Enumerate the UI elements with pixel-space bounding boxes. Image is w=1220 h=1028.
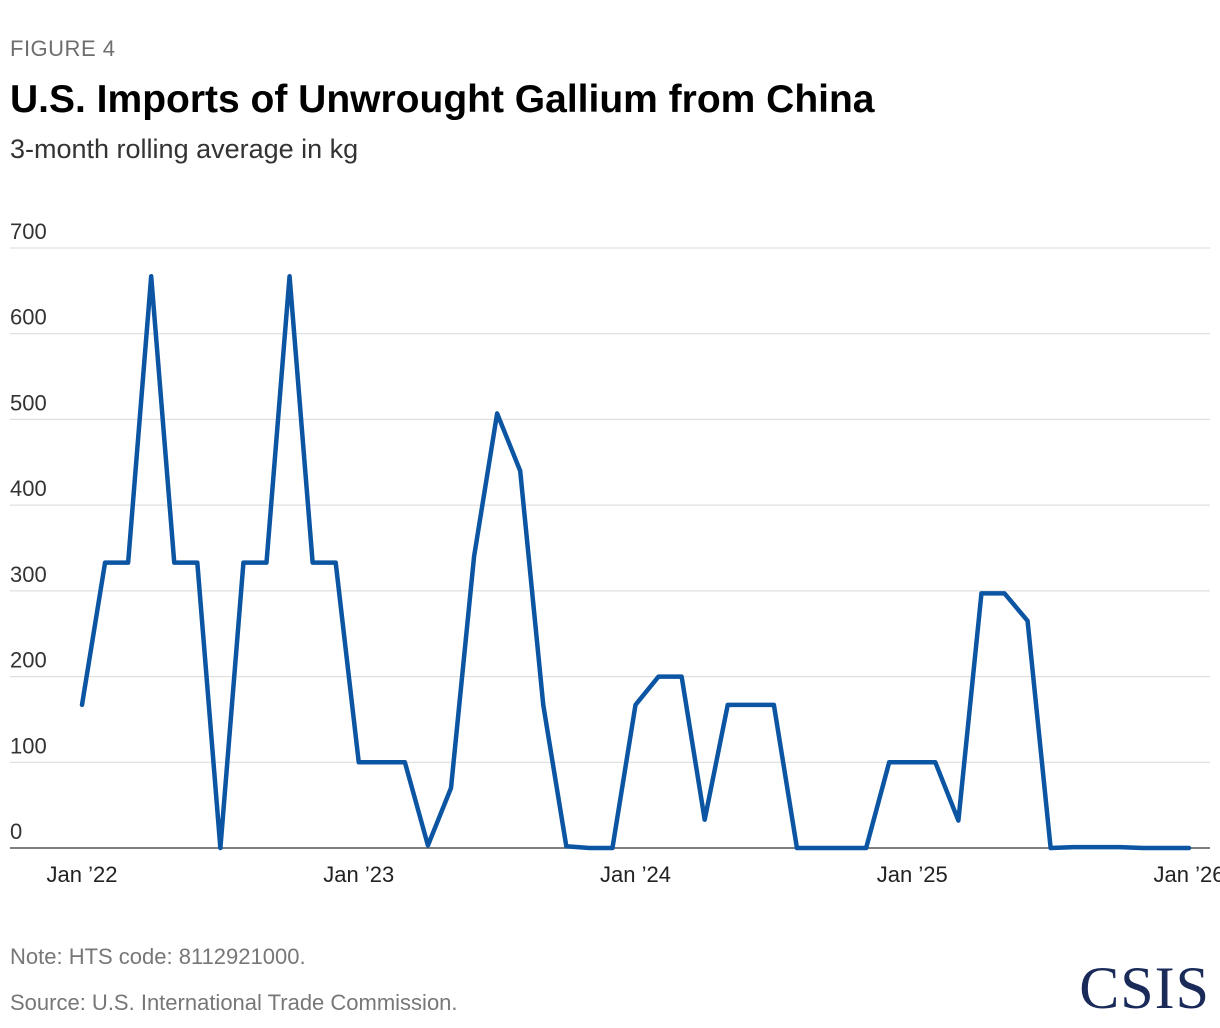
figure-label: FIGURE 4 bbox=[10, 36, 116, 61]
y-tick-label: 500 bbox=[10, 390, 47, 415]
series-line bbox=[79, 274, 1192, 851]
y-tick-label: 300 bbox=[10, 562, 47, 587]
chart-title: U.S. Imports of Unwrought Gallium from C… bbox=[10, 78, 875, 121]
y-tick-label: 400 bbox=[10, 476, 47, 501]
y-tick-label: 200 bbox=[10, 648, 47, 673]
x-tick-label: Jan ’24 bbox=[600, 862, 671, 887]
csis-logo: CSIS bbox=[1079, 955, 1210, 1021]
x-tick-label: Jan ’25 bbox=[877, 862, 948, 887]
x-tick-label: Jan ’22 bbox=[47, 862, 118, 887]
y-tick-label: 0 bbox=[10, 819, 22, 844]
y-tick-label: 100 bbox=[10, 733, 47, 758]
chart-subtitle: 3-month rolling average in kg bbox=[10, 134, 359, 164]
chart-note: Note: HTS code: 8112921000. bbox=[10, 944, 306, 969]
y-tick-label: 700 bbox=[10, 219, 47, 244]
x-tick-label: Jan ’23 bbox=[323, 862, 394, 887]
x-tick-label: Jan ’26 bbox=[1154, 862, 1220, 887]
y-tick-label: 600 bbox=[10, 305, 47, 330]
line-chart: 0 100 200 300 400 500 600 700 Jan ’22 Jan ’23 Jan … bbox=[10, 219, 1220, 887]
chart-source: Source: U.S. International Trade Commiss… bbox=[10, 990, 458, 1015]
